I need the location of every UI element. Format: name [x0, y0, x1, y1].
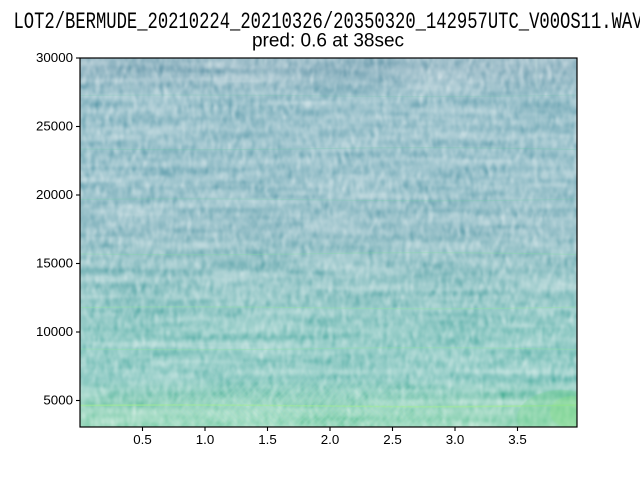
svg-text:1.5: 1.5 — [258, 432, 277, 447]
svg-text:2.0: 2.0 — [321, 432, 340, 447]
svg-text:0.5: 0.5 — [133, 432, 152, 447]
svg-text:2.5: 2.5 — [383, 432, 402, 447]
svg-text:15000: 15000 — [36, 256, 73, 271]
svg-text:5000: 5000 — [43, 393, 73, 408]
svg-text:25000: 25000 — [36, 119, 73, 134]
svg-text:3.5: 3.5 — [508, 432, 527, 447]
svg-text:pred: 0.6 at 38sec: pred: 0.6 at 38sec — [252, 30, 404, 51]
svg-text:10000: 10000 — [36, 324, 73, 339]
svg-text:3.0: 3.0 — [446, 432, 465, 447]
svg-text:1.0: 1.0 — [196, 432, 215, 447]
svg-text:30000: 30000 — [36, 50, 73, 65]
svg-text:20000: 20000 — [36, 187, 73, 202]
